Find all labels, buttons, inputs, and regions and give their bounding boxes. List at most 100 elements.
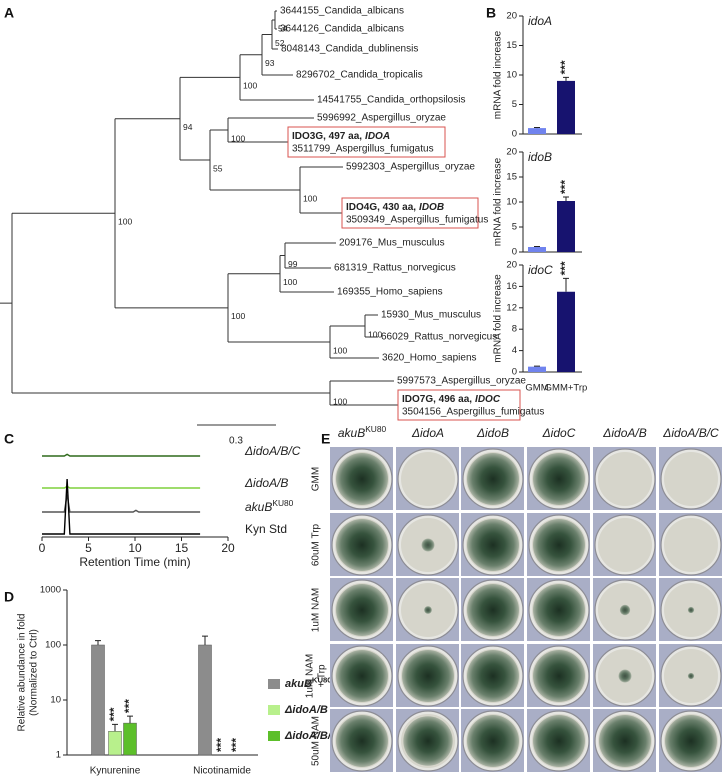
bar (108, 731, 122, 756)
column-header-text: ΔidoA (411, 426, 444, 440)
colony (336, 519, 388, 571)
bootstrap-value: 100 (231, 311, 245, 321)
row-label: + Trp (317, 664, 328, 688)
panel-label: B (486, 5, 496, 21)
bar (557, 201, 575, 252)
bar (528, 366, 546, 372)
y-tick-label: 15 (506, 172, 517, 183)
y-tick-label: 20 (506, 11, 517, 22)
error-bar (563, 76, 569, 81)
leaf-label: 14541755_Candida_orthopsilosis (317, 95, 465, 106)
y-tick-label: 5 (512, 99, 517, 110)
leaf-label: 5992303_Aspergillus_oryzae (346, 162, 475, 173)
trace-label-text: Kyn Std (245, 522, 287, 536)
legend-label: ΔidoA/B/C (284, 730, 340, 742)
colony (665, 715, 717, 767)
colony (403, 716, 453, 766)
y-axis-title: mRNA fold increase (493, 274, 504, 363)
agar (664, 452, 718, 506)
y-tick-label: 12 (506, 302, 517, 313)
bootstrap-value: 100 (333, 345, 347, 355)
y-axis-title: mRNA fold increase (493, 157, 504, 246)
y-tick-label: 100 (45, 640, 61, 651)
legend-label-text: akuB (285, 678, 312, 690)
error-bar (127, 715, 133, 724)
trace-label-superscript: KU80 (272, 498, 293, 508)
x-tick-label: Nicotinamide (193, 766, 251, 777)
column-header: ΔidoA (411, 426, 444, 440)
column-header-superscript: KU80 (365, 424, 386, 434)
y-axis-title: Relative abundance in fold (17, 614, 28, 732)
x-tick-label: 15 (175, 541, 189, 555)
plate-grid: akuBKU80 ΔidoA ΔidoB ΔidoC ΔidoA/B ΔidoA/B/CG… (305, 424, 722, 772)
bootstrap-value: 100 (231, 133, 245, 143)
trace-label-text: akuB (245, 500, 272, 514)
trace-label: ΔidoA/B (244, 476, 288, 490)
leaf-label: 3620_Homo_sapiens (382, 353, 477, 364)
trace (42, 453, 201, 457)
significance: *** (214, 738, 228, 752)
error-bar (534, 365, 540, 367)
legend-swatch (268, 679, 280, 689)
colony (336, 584, 388, 636)
y-tick-label: 0 (512, 129, 517, 140)
leaf-label: 3644155_Candida_albicans (280, 6, 404, 17)
y-tick-label: 0 (512, 367, 517, 378)
legend-label: ΔidoA/B (284, 704, 328, 716)
bootstrap-value: 52 (275, 38, 285, 48)
colony (467, 650, 519, 702)
trace-label-text: ΔidoA/B (244, 476, 288, 490)
error-bar (563, 196, 569, 201)
error-bar (112, 723, 118, 732)
y-tick-label: 16 (506, 281, 517, 292)
bar (528, 128, 546, 134)
x-tick-label: GMM (525, 383, 548, 394)
trace (42, 478, 201, 535)
bootstrap-value: 94 (183, 122, 193, 132)
bar (91, 644, 105, 756)
x-tick-label: 5 (85, 541, 92, 555)
gene-name: IDOA (365, 131, 390, 142)
highlight-box (341, 197, 479, 229)
bootstrap-value: 100 (118, 217, 132, 227)
error-bar (563, 277, 569, 292)
leaf-label: 5997573_Aspergillus_oryzae (397, 376, 526, 387)
column-header-text: ΔidoA/B/C (662, 426, 719, 440)
agar (598, 518, 652, 572)
gene-info: IDO4G, 430 aa, (346, 202, 416, 213)
y-axis-subtitle: (Normalized to Ctrl) (29, 629, 40, 716)
y-tick-label: 8 (512, 324, 517, 335)
colony (467, 584, 519, 636)
colony (467, 715, 519, 767)
colony (687, 606, 695, 614)
bootstrap-value: 100 (243, 81, 257, 91)
x-tick-label: Kynurenine (90, 766, 141, 777)
row-label: 1uM NAM (305, 654, 316, 698)
significance: *** (558, 261, 572, 275)
species-label: 3504156_Aspergillus_fumigatus (402, 407, 544, 418)
colony (533, 519, 585, 571)
bar (557, 80, 575, 134)
bootstrap-value: 100 (283, 277, 297, 287)
colony (533, 650, 585, 702)
gene-label: idoB (528, 150, 552, 164)
colony (533, 453, 585, 505)
agar (401, 452, 455, 506)
y-axis-title: mRNA fold increase (493, 30, 504, 119)
trace-label: ΔidoA/B/C (244, 444, 301, 458)
row-label: 60uM Trp (311, 523, 322, 566)
colony (467, 519, 519, 571)
agar (598, 452, 652, 506)
bar (198, 644, 212, 756)
highlight-box (397, 389, 521, 421)
colony (424, 606, 432, 614)
column-header: ΔidoB (476, 426, 509, 440)
row-label: 1uM NAM (311, 588, 322, 632)
error-bar (95, 640, 101, 645)
column-header: ΔidoC (542, 426, 576, 440)
significance: *** (558, 60, 572, 74)
trace (42, 494, 201, 513)
highlight-box (287, 126, 446, 158)
column-header: akuBKU80 (338, 424, 387, 440)
